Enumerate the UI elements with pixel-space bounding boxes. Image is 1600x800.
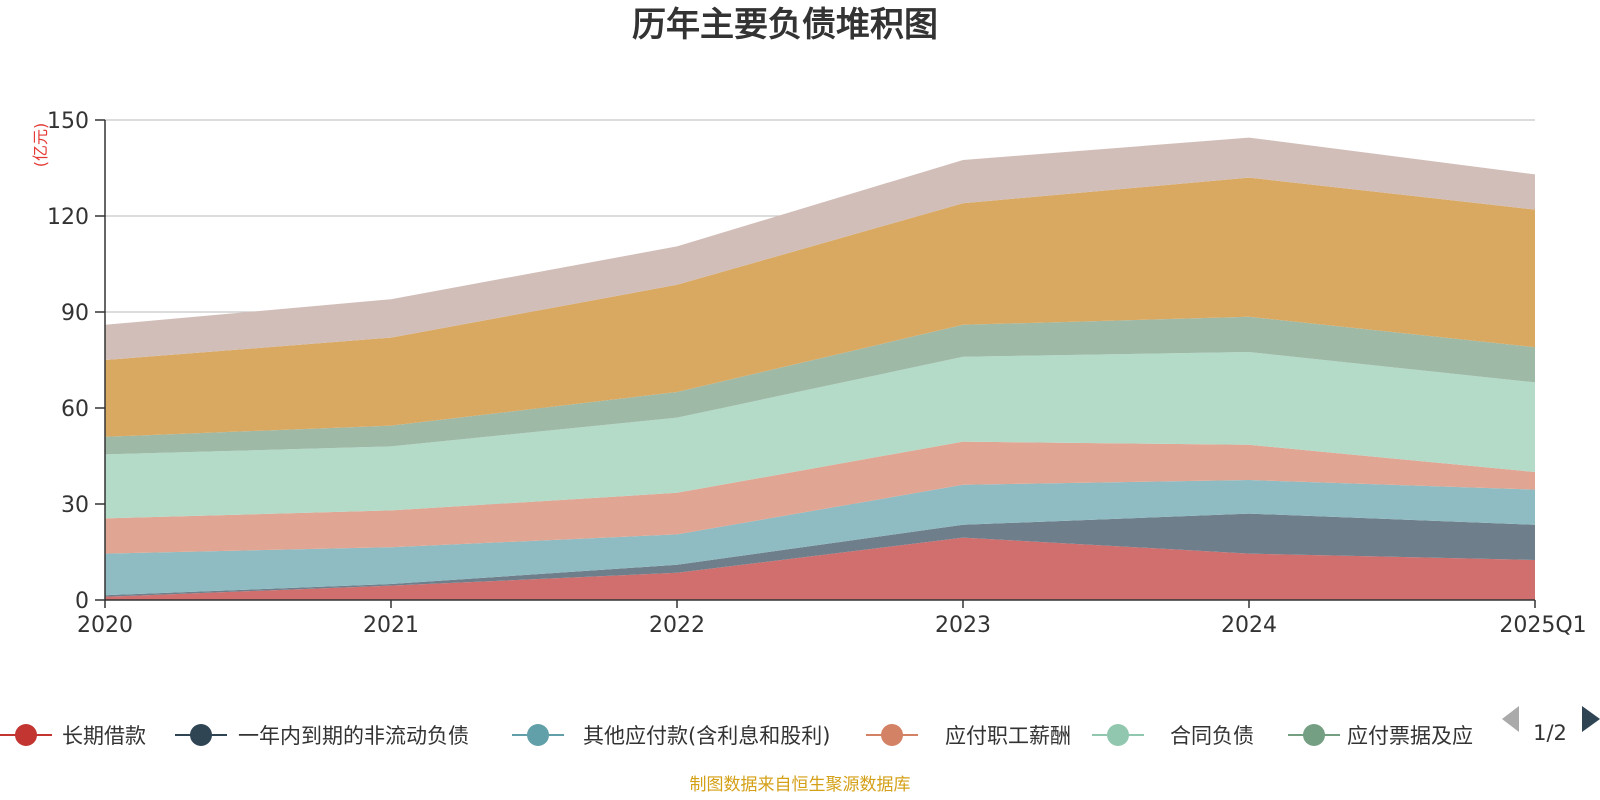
stacked-areas: [105, 137, 1535, 600]
y-tick-label: 120: [47, 205, 89, 230]
x-axis-ticks: 2020 2021 2022 2023 2024 2025Q1: [77, 600, 1587, 638]
legend-dot-icon: [1107, 724, 1129, 746]
legend-dot-icon: [15, 724, 37, 746]
legend-dot-icon: [881, 724, 903, 746]
legend-item[interactable]: 合同负债: [1092, 724, 1254, 748]
x-tick-label: 2023: [935, 613, 991, 638]
legend-label: 其他应付款(含利息和股利): [583, 724, 830, 748]
legend-dot-icon: [1303, 724, 1325, 746]
legend-prev-icon[interactable]: [1502, 706, 1519, 732]
area-series-6[interactable]: [105, 316, 1535, 455]
axes: [104, 120, 1535, 601]
legend-label: 长期借款: [62, 724, 146, 748]
legend-label: 合同负债: [1170, 724, 1254, 748]
y-unit-label: (亿元): [31, 123, 50, 168]
x-tick-label: 2022: [649, 613, 705, 638]
legend-next-icon[interactable]: [1582, 706, 1600, 732]
legend-label: 应付票据及应: [1347, 724, 1473, 748]
x-tick-label: 2024: [1221, 613, 1277, 638]
area-series-1[interactable]: [105, 537, 1535, 600]
y-tick-label: 0: [75, 589, 89, 614]
area-series-5[interactable]: [105, 352, 1535, 519]
y-tick-label: 90: [61, 301, 89, 326]
x-tick-label: 2021: [363, 613, 419, 638]
y-tick-label: 60: [61, 397, 89, 422]
legend-pager: 1/2: [1502, 706, 1600, 745]
x-tick-label: 2020: [77, 613, 133, 638]
legend-item[interactable]: 其他应付款(含利息和股利): [512, 724, 830, 748]
legend: 长期借款 一年内到期的非流动负债 其他应付款(含利息和股利) 应付职工薪酬 合同负债 应付…: [0, 724, 1473, 748]
legend-label: 一年内到期的非流动负债: [238, 724, 469, 748]
chart-title: 历年主要负债堆积图: [632, 5, 938, 45]
area-series-7[interactable]: [105, 177, 1535, 437]
legend-item[interactable]: 应付职工薪酬: [866, 724, 1071, 748]
y-axis-ticks: 0 30 60 90 120 150: [47, 109, 105, 614]
legend-item[interactable]: 一年内到期的非流动负债: [175, 724, 469, 748]
legend-label: 应付职工薪酬: [945, 724, 1071, 748]
area-series-3[interactable]: [105, 480, 1535, 596]
area-series-2[interactable]: [105, 513, 1535, 597]
legend-dot-icon: [190, 724, 212, 746]
legend-item[interactable]: 应付票据及应: [1288, 724, 1473, 748]
legend-dot-icon: [527, 724, 549, 746]
area-series-4[interactable]: [105, 441, 1535, 554]
data-source-footer: 制图数据来自恒生聚源数据库: [690, 775, 911, 795]
y-tick-label: 150: [47, 109, 89, 134]
x-tick-label: 2025Q1: [1499, 613, 1586, 638]
y-tick-label: 30: [61, 493, 89, 518]
legend-item[interactable]: 长期借款: [0, 724, 146, 748]
legend-page-indicator: 1/2: [1533, 721, 1567, 745]
area-series-8[interactable]: [105, 137, 1535, 360]
